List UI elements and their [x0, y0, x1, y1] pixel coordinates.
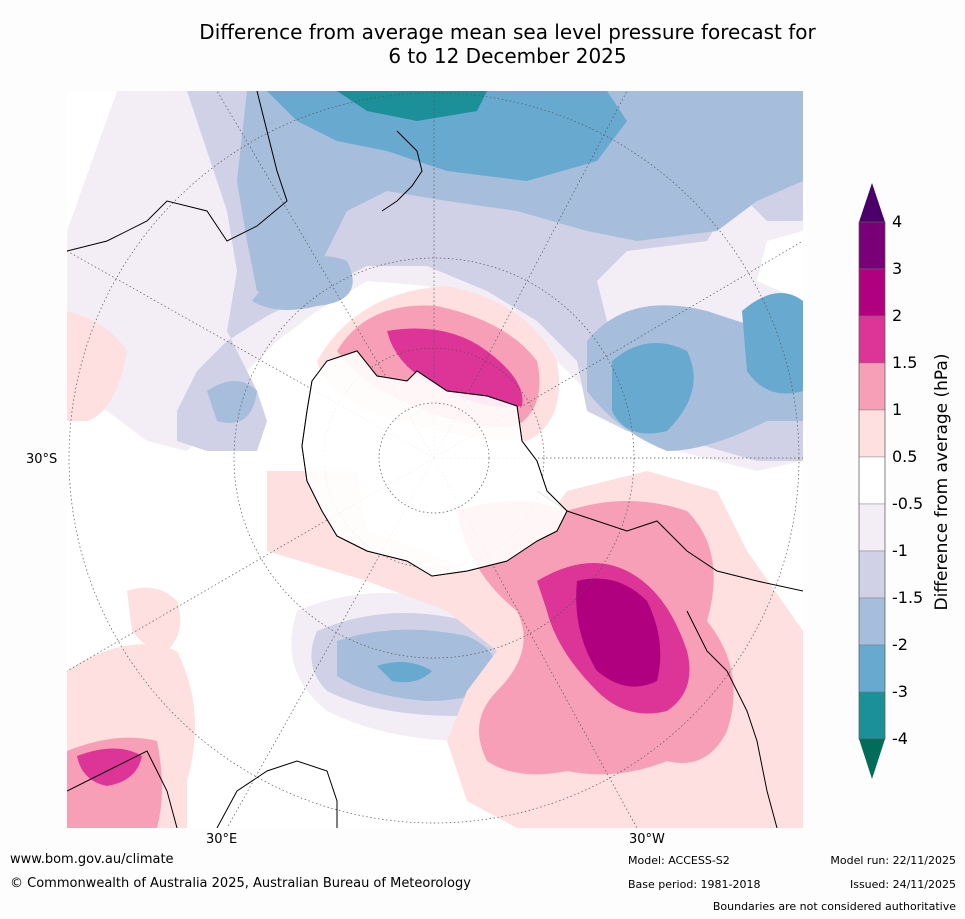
- colorbar-bins: [858, 221, 886, 740]
- colorbar-tick: -4: [892, 729, 908, 748]
- colorbar-tick: -1.5: [892, 588, 924, 607]
- colorbar-bin--0.5_to_0.5: [858, 456, 886, 505]
- meridian-150: [216, 91, 435, 459]
- high-south-2: [576, 578, 661, 687]
- australia-coast: [67, 91, 288, 252]
- antarctica-land: [302, 351, 567, 576]
- positive-anomaly-regions: [67, 286, 803, 828]
- africa-coast: [67, 750, 178, 828]
- negative-anomaly-regions: [67, 91, 803, 741]
- colorbar-tick: 0.5: [892, 447, 918, 466]
- meridian-60w: [433, 240, 803, 459]
- band-neg-3-4: [337, 91, 487, 121]
- high-west-2-05: [127, 587, 181, 651]
- colorbar-tick: -1: [892, 541, 908, 560]
- meridian-30e: [226, 457, 435, 828]
- colorbar-tick: 4: [892, 212, 903, 231]
- colorbar: [858, 183, 886, 779]
- copyright-text: © Commonwealth of Australia 2025, Austra…: [10, 876, 471, 891]
- colorbar-bin-1_to_1.5: [858, 362, 886, 411]
- title-line-2: 6 to 12 December 2025: [388, 44, 627, 68]
- colorbar-bin--2_to_-1.5: [858, 597, 886, 646]
- new-zealand-coast: [381, 130, 423, 212]
- africa-south: [216, 760, 338, 828]
- chart-title: Difference from average mean sea level p…: [0, 20, 965, 68]
- low-west-15: [252, 256, 353, 310]
- low-southatl-2: [612, 343, 694, 434]
- colorbar-bin-0.5_to_1: [858, 409, 886, 458]
- colorbar-bin--3_to_-2: [858, 644, 886, 693]
- low-east-2: [742, 293, 803, 394]
- map-canvas: [67, 91, 803, 828]
- website-link[interactable]: www.bom.gov.au/climate: [10, 852, 174, 867]
- colorbar-tick: 3: [892, 259, 903, 278]
- label-30e: 30°E: [206, 832, 238, 847]
- base-period-text: Base period: 1981-2018: [628, 878, 761, 891]
- colorbar-extend-top: [859, 183, 885, 222]
- colorbar-tick: 1: [892, 400, 903, 419]
- coastlines-over: [301, 350, 568, 577]
- colorbar-tick: -0.5: [892, 494, 924, 513]
- label-30w: 30°W: [629, 832, 665, 847]
- band-neg-2-3: [267, 91, 627, 181]
- issued-text: Issued: 24/11/2025: [849, 878, 956, 891]
- colorbar-bin--1.5_to_-1: [858, 550, 886, 599]
- colorbar-bin-3_to_4: [858, 221, 886, 270]
- colorbar-title: Difference from average (hPa): [932, 353, 952, 611]
- colorbar-bin--1_to_-0.5: [858, 503, 886, 552]
- colorbar-bin-1.5_to_2: [858, 315, 886, 364]
- meridian-60e: [67, 457, 435, 672]
- pressure-anomaly-map: [67, 91, 803, 828]
- label-30s: 30°S: [26, 452, 58, 467]
- colorbar-extend-bottom: [859, 739, 885, 779]
- colorbar-tick: -3: [892, 682, 908, 701]
- low-indian-15: [207, 381, 257, 423]
- model-text: Model: ACCESS-S2: [628, 854, 730, 867]
- high-west-05: [67, 311, 127, 421]
- high-southwest-15: [77, 748, 142, 786]
- high-north-15: [387, 328, 523, 407]
- colorbar-bin-2_to_3: [858, 268, 886, 317]
- colorbar-bin--4_to_-3: [858, 691, 886, 740]
- colorbar-tick: 1.5: [892, 353, 918, 372]
- model-run-text: Model run: 22/11/2025: [830, 854, 956, 867]
- colorbar-tick: -2: [892, 635, 908, 654]
- south-america-east: [686, 610, 778, 828]
- low-south-2: [377, 662, 432, 683]
- title-line-1: Difference from average mean sea level p…: [199, 20, 816, 44]
- south-america-coast: [626, 520, 803, 592]
- colorbar-tick: 2: [892, 306, 903, 325]
- disclaimer-text: Boundaries are not considered authoritat…: [712, 900, 956, 913]
